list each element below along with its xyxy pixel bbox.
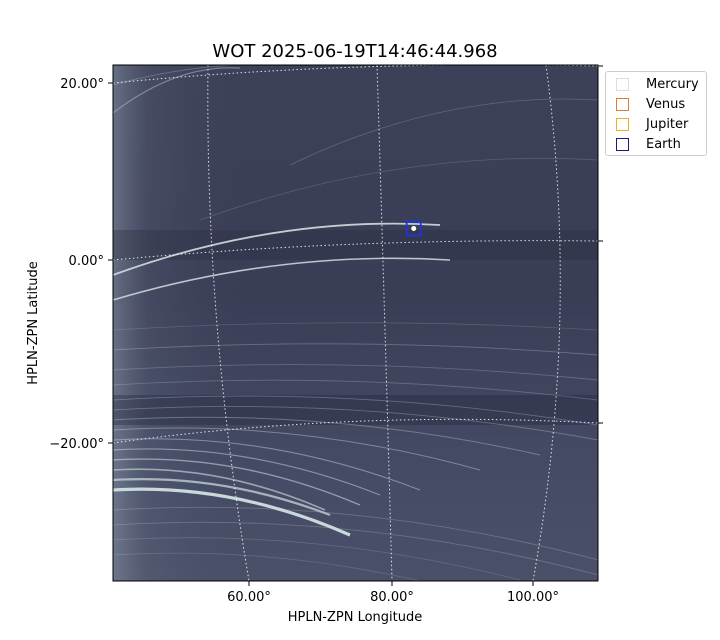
x-axis-label: HPLN-ZPN Longitude [288,610,423,625]
x-axis: 60.00° 80.00° 100.00° HPLN-ZPN Longitude [227,581,559,625]
legend-item-jupiter: Jupiter [616,115,688,133]
star-streak [113,458,361,506]
planet-markers [405,220,422,237]
left-glow [113,65,253,581]
star-streak [113,395,598,426]
earth-point [411,226,417,231]
star-streak [113,537,521,581]
star-streak [113,478,331,517]
plot-area [112,64,599,582]
x-tick-label: 100.00° [507,590,559,605]
star-streak [113,343,598,356]
star-streak [113,416,541,456]
star-streak [113,257,451,301]
legend-swatch [616,117,629,131]
grid-line [376,65,393,581]
star-streak [113,448,381,496]
grid-line [113,65,598,84]
grid-line [532,65,561,581]
y-tick-label: 0.00° [69,254,104,269]
grid-line [207,65,250,581]
y-tick-label: −20.00° [49,437,104,452]
grid-line [113,418,598,444]
star-streak [113,322,598,331]
legend: Mercury Venus Jupiter Earth [605,71,707,156]
star-streak [113,487,351,537]
plot-frame [112,64,599,582]
earth-marker [405,220,422,237]
star-streak [113,552,421,581]
legend-label: Jupiter [646,116,689,132]
grid-lines [113,65,598,581]
star-streak [113,379,598,401]
star-streak [113,468,326,511]
dark-band [113,230,598,260]
legend-label: Earth [646,136,681,152]
star-streak [113,65,300,86]
legend-swatch [616,77,629,91]
legend-label: Venus [646,96,686,112]
legend-swatch [616,97,629,111]
x-tick-label: 60.00° [227,590,271,605]
legend-item-mercury: Mercury [616,75,699,93]
star-streak [113,67,241,114]
legend-label: Mercury [646,76,699,92]
legend-item-venus: Venus [616,95,685,113]
y-tick-label: 20.00° [60,77,104,92]
star-streak [113,427,481,471]
star-streak [199,157,598,221]
grid-line [113,240,598,261]
right-ticks [598,65,603,424]
star-streak [113,438,421,491]
star-streaks [113,65,598,581]
star-streak [113,364,598,381]
star-streak [289,98,598,166]
star-streak [113,506,598,561]
legend-item-earth: Earth [616,135,681,153]
y-axis-label: HPLN-ZPN Latitude [26,261,41,384]
legend-swatch [616,137,629,151]
star-streak [113,405,598,441]
star-streak [113,521,598,576]
y-axis: 20.00° 0.00° −20.00° HPLN-ZPN Latitude [26,77,113,452]
star-streak [113,222,441,276]
chart-title: WOT 2025-06-19T14:46:44.968 [212,41,497,62]
x-tick-label: 80.00° [370,590,414,605]
